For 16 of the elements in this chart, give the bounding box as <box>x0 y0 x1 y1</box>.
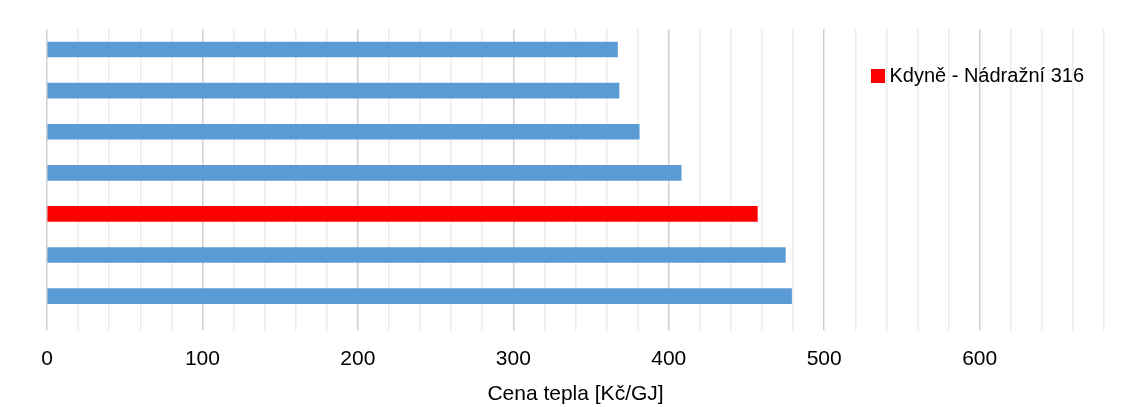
x-tick-label: 300 <box>495 346 531 369</box>
bar <box>47 164 682 181</box>
bar <box>47 82 620 99</box>
x-tick-label: 500 <box>806 346 842 369</box>
x-tick-label: 400 <box>651 346 687 369</box>
x-tick-label: 600 <box>962 346 998 369</box>
bar <box>47 41 618 58</box>
x-tick-label: 200 <box>340 346 376 369</box>
bar <box>47 206 758 222</box>
bar <box>47 247 786 263</box>
legend-label: Kdyně - Nádražní 316 <box>889 64 1084 87</box>
x-tick-label: 0 <box>41 346 53 369</box>
x-axis-title: Cena tepla [Kč/GJ] <box>487 381 664 405</box>
x-tick-label: 100 <box>184 346 220 369</box>
bar <box>47 123 640 140</box>
bar <box>47 288 792 304</box>
